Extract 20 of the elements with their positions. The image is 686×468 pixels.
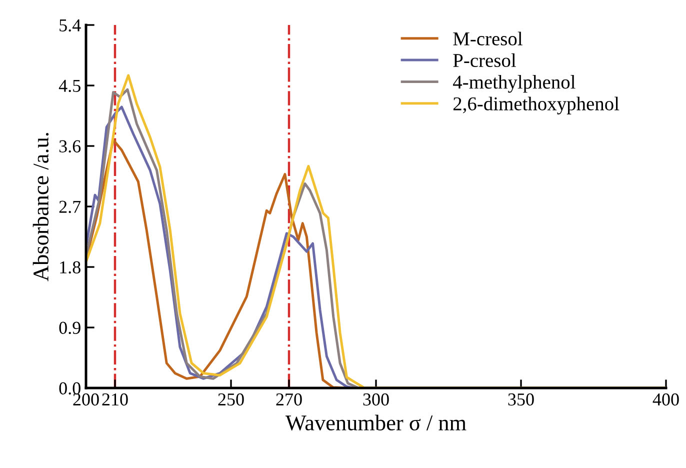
x-tick-label: 270: [276, 393, 302, 406]
x-tick-label: 400: [652, 393, 679, 406]
y-tick-label: 0.9: [59, 322, 80, 334]
x-tick-label: 300: [363, 393, 389, 406]
y-tick-label: 5.4: [60, 19, 81, 32]
legend-label: P-cresol: [453, 53, 516, 68]
y-tick-label: 3.6: [59, 140, 81, 153]
y-tick-label: 1.8: [60, 261, 80, 274]
legend-label: 2,6-dimethoxyphenol: [453, 96, 620, 114]
legend-label: M-cresol: [453, 32, 522, 46]
x-tick-label: 210: [102, 393, 128, 406]
y-tick-label: 2.7: [59, 200, 81, 214]
x-tick-label: 250: [218, 393, 244, 406]
y-tick-label: 0.0: [59, 382, 80, 395]
x-axis-title: Wavenumber σ / nm: [285, 414, 466, 431]
x-tick-label: 350: [508, 393, 534, 406]
y-tick-label: 4.5: [58, 80, 80, 92]
x-tick-label: 200: [73, 393, 99, 406]
y-axis-title: Absorbance /a.u.: [32, 132, 49, 282]
legend-label: 4-methylphenol: [453, 75, 576, 93]
